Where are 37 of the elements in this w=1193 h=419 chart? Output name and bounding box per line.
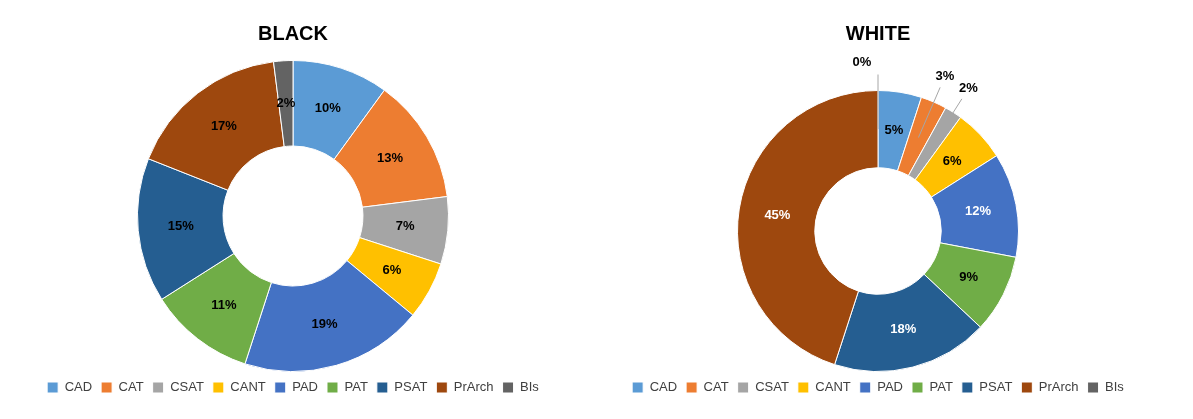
legend-label: BIs — [1105, 379, 1125, 395]
data-label: 45% — [764, 206, 791, 222]
legend-label: CAT — [118, 379, 144, 395]
legend-label: BIs — [520, 379, 540, 395]
data-label: 2% — [958, 80, 979, 96]
data-label: 6% — [382, 261, 402, 277]
data-label: 15% — [167, 218, 195, 234]
legend-label: PrArch — [453, 379, 494, 395]
data-label: 3% — [935, 67, 955, 83]
data-label: 19% — [311, 315, 338, 331]
legend-label: PSAT — [394, 379, 428, 395]
legend-label: CANT — [815, 379, 851, 395]
data-label: 11% — [211, 296, 237, 312]
data-label: 7% — [395, 218, 416, 234]
data-label: 13% — [377, 150, 404, 166]
legend-label: PAD — [877, 379, 903, 395]
legend-label: PAT — [929, 379, 953, 395]
data-label: 17% — [210, 118, 238, 134]
legend-label: PrArch — [1038, 379, 1079, 395]
legend-label: CAT — [703, 379, 729, 395]
data-label: 10% — [314, 100, 342, 116]
legend-label: CSAT — [170, 379, 204, 395]
chart-title: BLACK — [258, 21, 329, 44]
legend-label: CAD — [649, 379, 678, 395]
data-label: 9% — [959, 268, 979, 284]
legend-label: PAT — [344, 379, 368, 395]
legend-label: PSAT — [979, 379, 1013, 395]
data-label: 12% — [965, 203, 992, 219]
legend-label: CANT — [230, 379, 266, 395]
data-label: 18% — [890, 321, 917, 337]
legend-label: PAD — [292, 379, 318, 395]
text: 0% — [852, 54, 872, 70]
legend-label: CSAT — [755, 379, 789, 395]
chart-title: WHITE — [845, 21, 911, 44]
data-label: 6% — [942, 152, 963, 168]
legend-label: CAD — [64, 379, 93, 395]
data-label: 5% — [884, 121, 904, 137]
